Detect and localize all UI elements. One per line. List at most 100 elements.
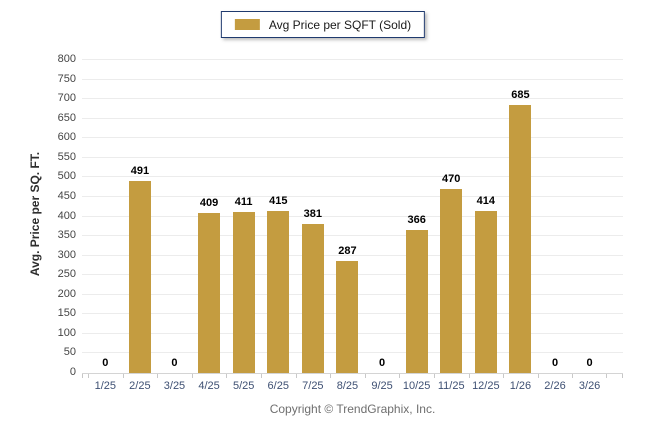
x-axis-tick: [364, 374, 366, 378]
y-tick-label: 550: [57, 150, 76, 163]
y-tick-label: 800: [57, 53, 76, 65]
bar-value-label: 411: [234, 196, 253, 209]
category-column: 366: [399, 60, 434, 378]
category-column: 287: [330, 60, 365, 378]
bar-value-label: 685: [511, 89, 530, 101]
chart-legend: Avg Price per SQFT (Sold): [220, 11, 426, 38]
category-column: 414: [468, 60, 504, 378]
bar-value-label: 414: [476, 195, 495, 208]
x-axis-tick: [399, 374, 401, 378]
x-tick-label: 12/25: [472, 380, 500, 392]
category-column: 0: [157, 60, 192, 378]
x-tick-label: 7/25: [302, 380, 324, 392]
plot-area: 0 50 100 150 200 250 300 350 400 450 500 550 600 650 7…: [58, 53, 623, 392]
gridline: [82, 78, 623, 80]
y-tick-label: 750: [57, 72, 76, 85]
category-column: 0: [572, 60, 607, 378]
x-tick-label: 3/26: [578, 380, 601, 392]
y-tick-label: 650: [57, 111, 76, 124]
x-tick-label: 1/25: [94, 380, 116, 392]
x-axis-tick: [88, 374, 89, 378]
bar-11/25: [440, 189, 463, 373]
bar-value-label: 0: [378, 357, 386, 369]
legend-label: Avg Price per SQFT (Sold): [268, 17, 412, 32]
gridline: [82, 98, 623, 100]
bar-value-label: 415: [269, 194, 288, 207]
category-column: 409: [191, 60, 227, 378]
bars-layer: 0 491 0 409 411 415 381 287 0 366 470 414 685 0 0: [82, 60, 623, 378]
x-axis-tick: [572, 374, 574, 378]
bar-value-label: 0: [171, 357, 178, 369]
y-tick-label: 100: [57, 326, 76, 339]
bar-10/25: [405, 229, 428, 373]
category-column: 470: [433, 60, 469, 378]
category-column: 491: [122, 60, 158, 378]
bar-value-label: 0: [102, 357, 109, 369]
bar-value-label: 287: [338, 244, 357, 257]
bar-4/25: [198, 212, 221, 373]
x-axis-tick: [537, 374, 539, 378]
gridline: [82, 215, 623, 217]
bar-12/25: [474, 211, 497, 373]
bar-1/26: [509, 105, 532, 373]
bar-8/25: [336, 260, 359, 373]
x-tick-label: 11/25: [437, 380, 465, 392]
category-column: 685: [503, 60, 538, 378]
x-tick-label: 3/25: [163, 380, 186, 392]
legend-swatch-icon: [234, 19, 260, 30]
y-tick-label: 50: [63, 346, 76, 359]
gridline: [82, 117, 623, 119]
x-axis-tick: [330, 374, 332, 378]
bar-value-label: 491: [130, 164, 150, 177]
bar-7/25: [301, 223, 324, 373]
y-tick-label: 700: [57, 92, 76, 105]
x-axis-tick: [122, 374, 124, 378]
x-axis-tick: [226, 374, 228, 378]
y-tick-label: 500: [57, 170, 76, 183]
x-axis-tick: [503, 374, 505, 378]
bar-value-label: 409: [199, 196, 219, 209]
bar-value-label: 0: [586, 357, 593, 369]
x-axis-tick: [433, 374, 435, 378]
bar-value-label: 381: [303, 207, 323, 220]
category-column: 381: [295, 60, 331, 378]
gridline: [82, 235, 623, 237]
y-tick-label: 600: [57, 131, 76, 144]
x-tick-label: 2/26: [544, 380, 566, 392]
category-column: 0: [537, 60, 573, 378]
x-tick-label: 2/25: [129, 380, 151, 392]
gridline: [82, 137, 623, 139]
y-tick-label: 300: [57, 248, 76, 261]
category-column: 415: [260, 60, 296, 378]
category-column: 0: [88, 60, 123, 378]
bar-value-label: 470: [442, 173, 461, 186]
x-axis-tick: [260, 374, 262, 378]
bar-2/25: [128, 180, 151, 373]
x-tick-label: 4/25: [198, 380, 220, 392]
y-tick-label: 250: [57, 268, 76, 281]
x-tick-label: 10/25: [402, 380, 431, 392]
y-tick-label: 0: [69, 366, 76, 378]
gridline: [82, 176, 623, 178]
bar-6/25: [267, 210, 290, 373]
gridline: [82, 254, 623, 256]
x-axis-tick: [191, 374, 193, 378]
x-tick-label: 5/25: [232, 380, 255, 392]
x-tick-label: 1/26: [509, 380, 532, 392]
bar-value-label: 0: [551, 357, 559, 369]
bar-5/25: [232, 212, 255, 373]
x-axis-tick: [157, 374, 159, 378]
y-tick-label: 150: [57, 307, 76, 320]
y-axis-tick-labels: 0 50 100 150 200 250 300 350 400 450 500 550 600 650 7…: [36, 53, 76, 378]
x-tick-label: 8/25: [336, 380, 359, 392]
bar-value-label: 366: [407, 213, 426, 226]
gridline: [82, 156, 623, 158]
gridline: [82, 195, 623, 197]
x-axis-tick: [295, 374, 297, 378]
x-tick-label: 9/25: [371, 380, 393, 392]
x-axis-labels: 1/25 2/25 3/25 4/25 5/25 6/25 7/25 8/25 9/25 10/2…: [82, 373, 623, 392]
y-tick-label: 450: [57, 189, 76, 202]
y-tick-label: 350: [57, 229, 76, 242]
x-tick-label: 6/25: [267, 380, 289, 392]
